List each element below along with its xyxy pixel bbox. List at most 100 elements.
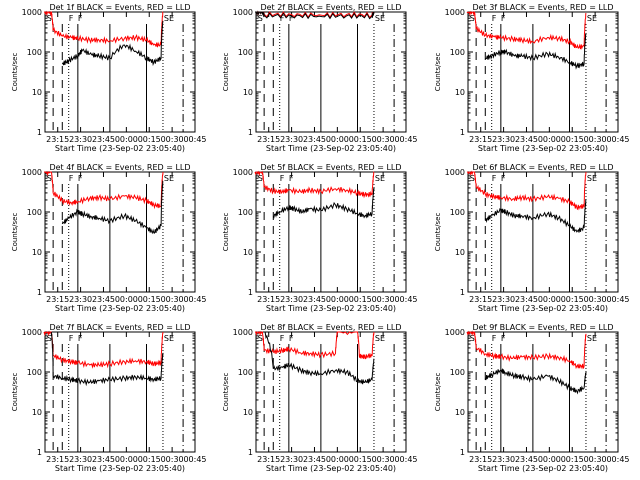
x-tick-label: 00:15 [138,295,161,304]
events-series-line [272,187,375,219]
event-marker: F [69,14,74,23]
event-marker: F [501,14,506,23]
x-tick-label: 23:45 [515,295,538,304]
x-tick-label: 23:30 [280,455,303,464]
panel-title: Det 5f BLACK = Events, RED = LLD [260,163,401,172]
y-tick-label: 100 [238,368,253,377]
event-marker: F [280,14,285,23]
event-marker: S [258,14,263,23]
lld-series-line [44,170,164,210]
x-tick-label: 00:45 [606,295,629,304]
x-axis-label: Start Time (23-Sep-02 23:05:40) [266,304,396,313]
y-tick-label: 1000 [445,168,465,177]
x-tick-label: 00:45 [606,135,629,144]
x-axis-label: Start Time (23-Sep-02 23:05:40) [478,464,608,473]
x-axis-label: Start Time (23-Sep-02 23:05:40) [55,464,185,473]
detector-panel-7: Det 7f BLACK = Events, RED = LLD 1 10 100 10… [11,323,207,473]
plot-frame [44,11,196,133]
detector-panel-6: Det 6f BLACK = Events, RED = LLD 1 10 100 10… [434,163,630,313]
y-tick-label: 1000 [445,328,465,337]
x-tick-label: 00:45 [394,455,417,464]
x-tick-label: 00:00 [326,135,349,144]
event-marker: F [289,174,294,183]
y-tick-label: 1000 [22,8,42,17]
y-tick-label: 1000 [22,168,42,177]
x-tick-label: 23:30 [492,135,515,144]
lld-series-line [43,330,164,369]
events-series-line [484,32,587,70]
x-tick-label: 23:45 [303,135,326,144]
x-tick-label: 00:15 [138,455,161,464]
event-marker: F [289,334,294,343]
x-tick-label: 23:30 [280,135,303,144]
panel-title: Det 3f BLACK = Events, RED = LLD [472,3,613,12]
x-tick-label: 00:45 [183,455,206,464]
x-tick-label: 00:30 [161,455,184,464]
y-tick-label: 100 [238,48,253,57]
x-tick-label: 23:15 [257,295,280,304]
event-marker: F [69,174,74,183]
x-tick-label: 23:30 [69,455,92,464]
lld-series-line [466,10,587,50]
x-tick-label: 00:45 [394,295,417,304]
x-tick-label: 00:30 [372,295,395,304]
event-marker: S [470,174,475,183]
y-tick-label: 100 [27,368,42,377]
detector-panel-1: Det 1f BLACK = Events, RED = LLD 1 10 100 10… [11,3,207,153]
detector-panel-4: Det 4f BLACK = Events, RED = LLD 1 10 100 10… [11,163,207,313]
y-tick-label: 10 [455,88,465,97]
x-tick-label: 00:15 [561,295,584,304]
event-marker: SE [587,14,597,23]
y-tick-label: 100 [27,48,42,57]
x-tick-label: 00:45 [394,135,417,144]
plot-frame [44,171,196,293]
event-marker: S [47,14,52,23]
event-marker: F [69,334,74,343]
y-tick-label: 1 [248,288,253,297]
event-marker: SE [164,174,174,183]
events-series-line [264,331,375,385]
x-tick-label: 23:15 [469,295,492,304]
y-tick-label: 10 [243,408,253,417]
lld-series-line [255,330,375,360]
y-tick-label: 1 [460,288,465,297]
lld-series-line [466,330,587,370]
x-tick-label: 00:00 [538,295,561,304]
x-tick-label: 00:00 [538,135,561,144]
x-axis-label: Start Time (23-Sep-02 23:05:40) [266,464,396,473]
x-tick-label: 00:15 [349,135,372,144]
panel-title: Det 6f BLACK = Events, RED = LLD [472,163,613,172]
y-tick-label: 1000 [233,328,253,337]
plot-frame [467,331,619,453]
y-tick-label: 1 [248,128,253,137]
plot-frame [255,331,407,453]
x-tick-label: 00:00 [326,455,349,464]
event-marker: F [492,14,497,23]
y-tick-label: 100 [450,368,465,377]
x-tick-label: 00:30 [584,135,607,144]
events-series-line [61,180,164,235]
x-tick-label: 00:00 [326,295,349,304]
event-marker: S [258,334,263,343]
event-marker: F [492,334,497,343]
detector-panel-8: Det 8f BLACK = Events, RED = LLD 1 10 100 10… [222,323,418,473]
x-axis-label: Start Time (23-Sep-02 23:05:40) [478,144,608,153]
panel-title: Det 9f BLACK = Events, RED = LLD [472,323,613,332]
x-tick-label: 00:30 [161,135,184,144]
x-tick-label: 23:30 [69,135,92,144]
event-marker: F [501,334,506,343]
event-marker: F [501,174,506,183]
x-tick-label: 23:45 [515,135,538,144]
event-marker: SE [587,174,597,183]
x-tick-label: 00:15 [349,295,372,304]
y-tick-label: 100 [450,48,465,57]
y-tick-label: 100 [27,208,42,217]
x-tick-label: 23:15 [46,135,69,144]
lld-series-line [44,10,164,48]
y-axis-label: Counts/sec [222,53,230,92]
y-tick-label: 1000 [233,8,253,17]
x-tick-label: 23:45 [92,135,115,144]
lld-series-line [467,170,587,211]
y-tick-label: 1 [460,128,465,137]
y-tick-label: 100 [238,208,253,217]
